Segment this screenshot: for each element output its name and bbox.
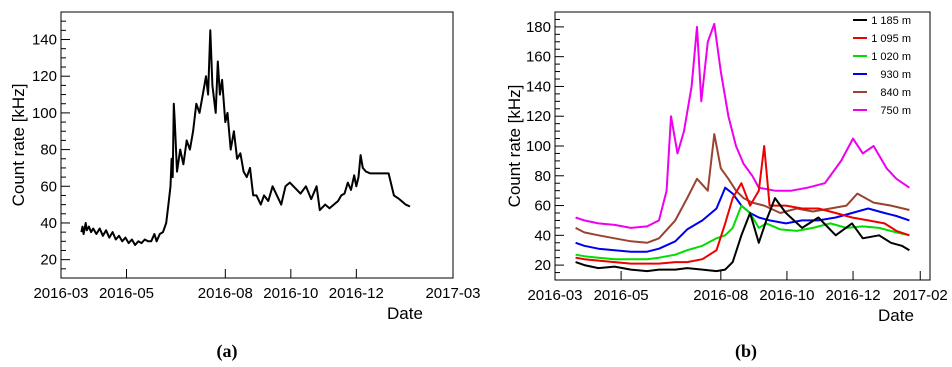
panel-caption: (a)	[217, 341, 238, 362]
x-tick-label: 2016-03	[33, 285, 88, 302]
x-tick-label: 2017-02	[893, 287, 948, 304]
y-tick-label: 80	[534, 168, 551, 185]
x-tick-label: 2016-05	[594, 287, 649, 304]
y-tick-label: 100	[526, 138, 551, 155]
x-tick-label: 2016-10	[759, 287, 814, 304]
series-line-930m	[575, 186, 910, 253]
y-tick-label: 120	[32, 68, 57, 85]
y-tick-label: 100	[32, 105, 57, 122]
x-tick-label: 2016-12	[329, 285, 384, 302]
y-tick-label: 60	[534, 198, 551, 215]
series-line-1020m	[575, 204, 910, 261]
x-axis-title: Date	[878, 306, 914, 325]
y-tick-label: 20	[40, 252, 57, 269]
x-tick-label: 2016-12	[826, 287, 881, 304]
x-tick-label: 2016-05	[99, 285, 154, 302]
plot-frame	[60, 11, 454, 279]
y-axis-title: Count rate [kHz]	[9, 84, 28, 207]
series-line-1095m	[575, 145, 910, 265]
series-line-840m	[575, 133, 910, 244]
legend-label: 930 m	[880, 69, 911, 81]
y-tick-label: 80	[40, 142, 57, 159]
x-tick-label: 2016-08	[693, 287, 748, 304]
series-line-1185m	[575, 197, 910, 273]
chart-panel-a: 20 40 60 80 100 120 140 2016-03 2016-05 2016-08 20…	[9, 11, 481, 362]
y-axis-title: Count rate [kHz]	[505, 85, 524, 208]
y-tick-label: 160	[526, 49, 551, 66]
x-axis-title: Date	[387, 304, 423, 323]
legend-label: 1 185 m	[871, 15, 911, 27]
y-tick-label: 40	[534, 227, 551, 244]
y-tick-label: 20	[534, 257, 551, 274]
y-tick-label: 120	[526, 108, 551, 125]
legend-label: 1 095 m	[871, 33, 911, 45]
y-tick-label: 60	[40, 178, 57, 195]
legend-label: 750 m	[880, 105, 911, 117]
y-tick-label: 40	[40, 215, 57, 232]
legend-label: 840 m	[880, 87, 911, 99]
series-line	[80, 29, 411, 246]
series-line-750m	[575, 22, 910, 229]
legend-label: 1 020 m	[871, 51, 911, 63]
x-tick-label: 2017-03	[425, 285, 480, 302]
x-tick-label: 2016-08	[198, 285, 253, 302]
x-tick-label: 2016-03	[527, 287, 582, 304]
x-tick-label: 2016-10	[263, 285, 318, 302]
panel-caption: (b)	[735, 341, 757, 362]
y-tick-label: 140	[32, 32, 57, 49]
y-tick-label: 140	[526, 78, 551, 95]
chart-panel-b: 20 40 60 80 100 120 140 160 180 2016-03 2016-05 201…	[505, 11, 948, 362]
y-tick-label: 180	[526, 19, 551, 36]
